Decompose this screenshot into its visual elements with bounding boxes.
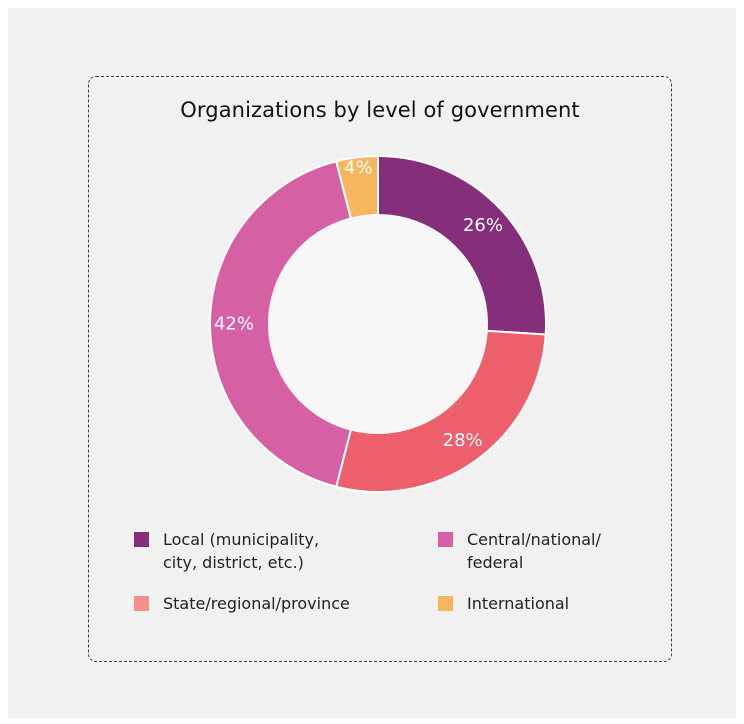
chart-title: Organizations by level of government	[180, 98, 580, 122]
legend-label-central: Central/national/ federal	[467, 528, 601, 574]
legend-label-central-line1: Central/national/	[467, 530, 601, 549]
legend-label-local-line2: city, district, etc.)	[163, 553, 304, 572]
legend-swatch-international	[438, 596, 453, 611]
legend-item-international: International	[438, 592, 569, 615]
legend-label-local: Local (municipality, city, district, etc…	[163, 528, 319, 574]
legend-item-central: Central/national/ federal	[438, 528, 601, 574]
legend-item-state: State/regional/province	[134, 592, 350, 615]
legend-swatch-central	[438, 532, 453, 547]
donut-value-label-state: 28%	[443, 430, 483, 451]
legend-item-local: Local (municipality, city, district, etc…	[134, 528, 319, 574]
legend-swatch-state	[134, 596, 149, 611]
chart-card	[88, 76, 672, 662]
legend-label-international: International	[467, 594, 570, 613]
legend-label-state: State/regional/province	[163, 594, 350, 613]
donut-value-label-central: 42%	[214, 314, 254, 335]
donut-value-label-local: 26%	[463, 215, 503, 236]
legend-label-central-line2: federal	[467, 553, 524, 572]
donut-value-labels: 26% 28% 42% 4%	[214, 158, 503, 451]
legend-swatch-local	[134, 532, 149, 547]
donut-hole	[268, 214, 488, 434]
legend-label-local-line1: Local (municipality,	[163, 530, 320, 549]
donut-value-label-international: 4%	[344, 158, 373, 179]
